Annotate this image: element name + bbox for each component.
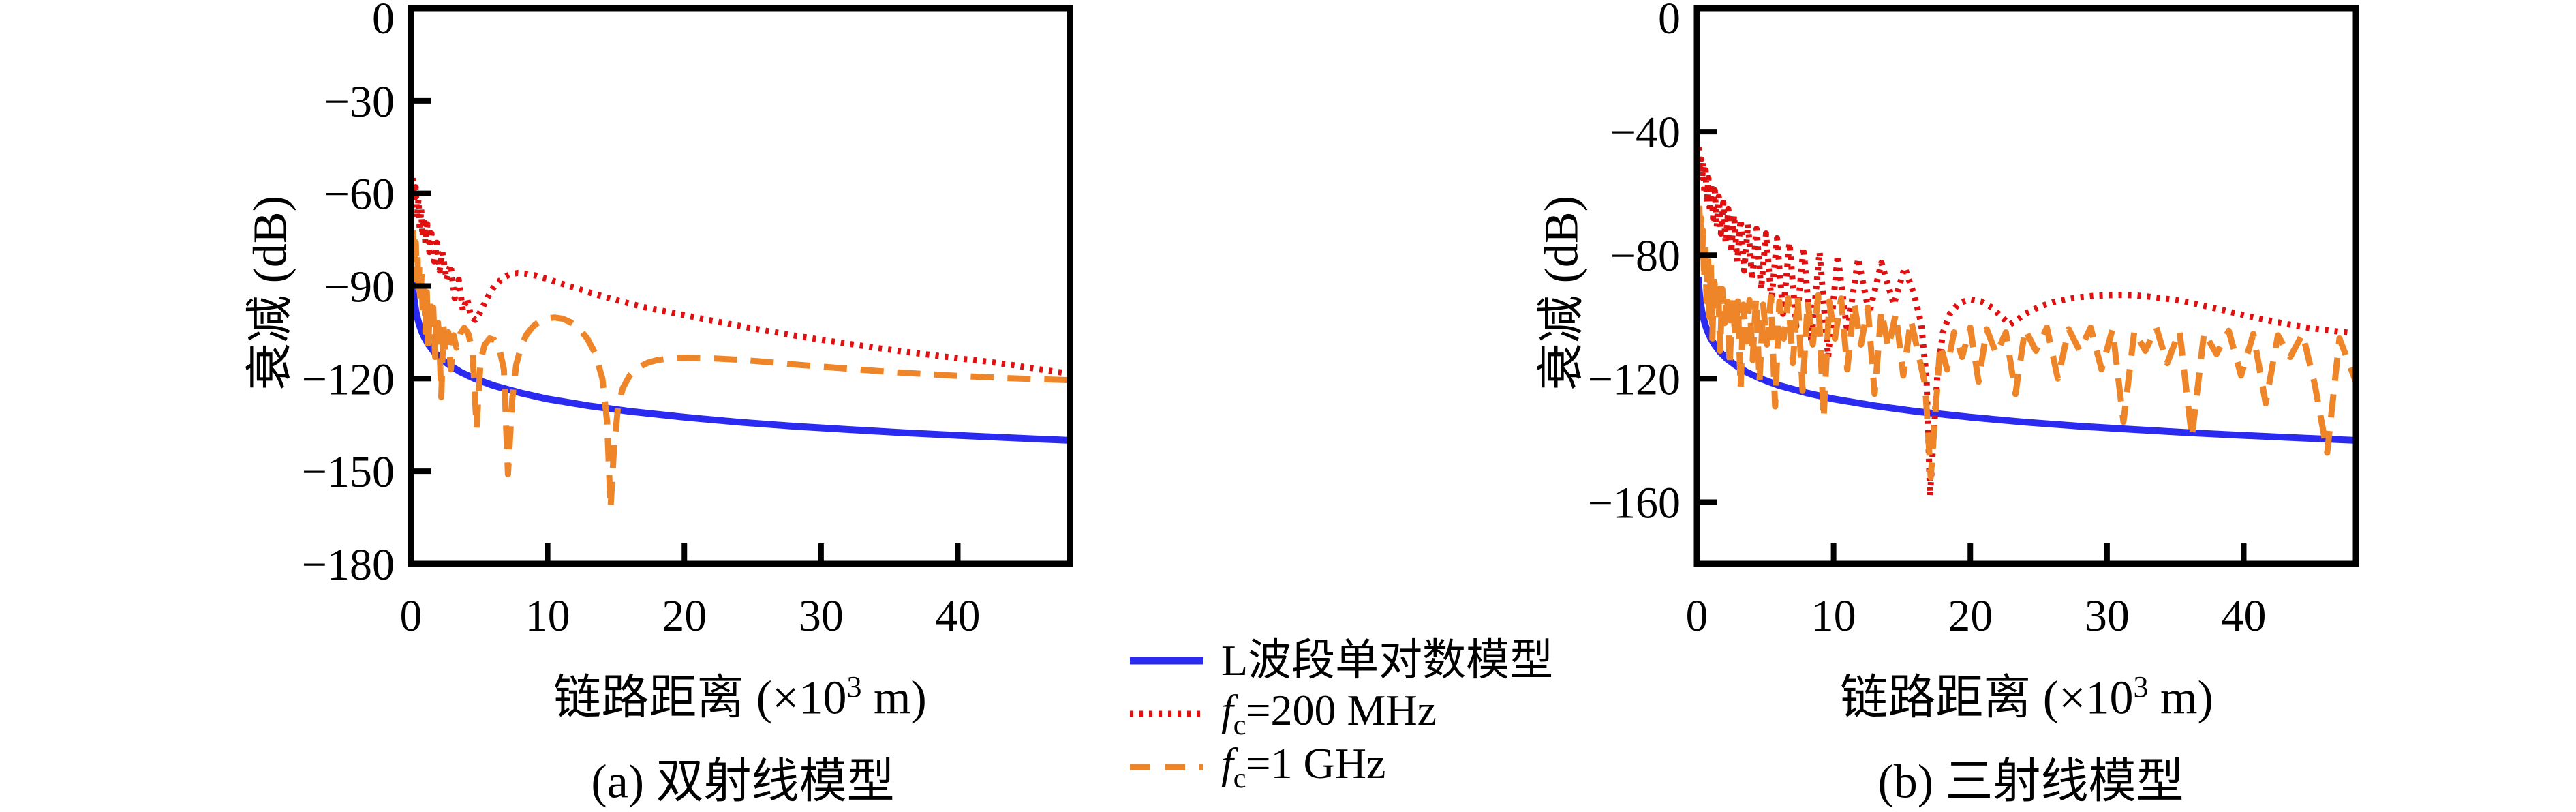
x-axis-label-b-unit: m) bbox=[2148, 672, 2213, 725]
series-dashed-line bbox=[1696, 205, 2357, 481]
y-tick-label: −150 bbox=[302, 447, 395, 497]
y-tick-label: −120 bbox=[1588, 355, 1681, 404]
x-tick-label: 30 bbox=[2085, 591, 2130, 641]
plot-border bbox=[1693, 5, 2359, 567]
caption-a: (a) 双射线模型 bbox=[591, 755, 895, 809]
series-dotted-line bbox=[1696, 147, 2357, 499]
y-tick-label: −80 bbox=[1610, 231, 1681, 281]
x-tick-label: 10 bbox=[1811, 591, 1856, 641]
legend-label-single-log-model: L波段单对数模型 bbox=[1221, 636, 1554, 685]
x-axis-label-b-exponent: 3 bbox=[2133, 670, 2149, 704]
x-tick-label: 20 bbox=[662, 591, 707, 641]
x-tick-label: 0 bbox=[400, 591, 423, 641]
legend-dotted-line-icon bbox=[1130, 710, 1203, 717]
series-solid-line bbox=[410, 277, 1071, 444]
legend: L波段单对数模型 fc=200 MHz fc=1 GHz bbox=[1126, 634, 1553, 794]
legend-item-fc-1ghz: fc=1 GHz bbox=[1126, 740, 1553, 794]
two-ray-chart: 0 10 20 30 40 0 −30 −60 −90 −120 −150 −180 bbox=[302, 0, 1073, 641]
y-tick-label: −120 bbox=[302, 355, 395, 404]
caption-b: (b) 三射线模型 bbox=[1877, 755, 2184, 809]
series-dotted-line bbox=[410, 177, 1071, 377]
y-tick-label: −180 bbox=[302, 540, 395, 590]
x-tick-label: 40 bbox=[935, 591, 980, 641]
series-group bbox=[410, 177, 1071, 511]
legend-label-fc-1ghz: fc=1 GHz bbox=[1221, 738, 1386, 794]
y-tick-label: −160 bbox=[1588, 478, 1681, 528]
y-tick-label: 0 bbox=[1658, 0, 1681, 44]
x-tick-label: 20 bbox=[1948, 591, 1993, 641]
three-ray-chart: 0 10 20 30 40 0 −40 −80 −120 −160 bbox=[1588, 0, 2359, 641]
x-axis-label-a-text: 链路距离 (×10 bbox=[553, 672, 847, 725]
y-axis-label-a: 衰减 (dB) bbox=[244, 196, 297, 391]
series-group bbox=[1696, 147, 2357, 499]
series-dashed-line bbox=[410, 230, 1071, 511]
series-solid-line bbox=[1696, 277, 2357, 444]
y-tick-label: −90 bbox=[324, 262, 395, 312]
legend-solid-line-icon bbox=[1130, 657, 1203, 665]
x-tick-label: 30 bbox=[799, 591, 844, 641]
plot-border bbox=[408, 5, 1073, 567]
x-axis-label-a: 链路距离 (×103 m) bbox=[553, 659, 927, 728]
x-tick-label: 40 bbox=[2221, 591, 2266, 641]
x-axis-label-a-exponent: 3 bbox=[846, 670, 862, 704]
x-tick-label: 10 bbox=[525, 591, 570, 641]
legend-dashed-line-icon bbox=[1130, 764, 1203, 770]
legend-item-single-log-model: L波段单对数模型 bbox=[1126, 634, 1553, 687]
y-tick-label: −40 bbox=[1610, 108, 1681, 157]
legend-label-fc-200mhz: fc=200 MHz bbox=[1221, 685, 1437, 741]
x-axis-label-a-unit: m) bbox=[861, 672, 927, 725]
x-tick-label: 0 bbox=[1686, 591, 1708, 641]
y-tick-label: 0 bbox=[372, 0, 395, 44]
legend-item-fc-200mhz: fc=200 MHz bbox=[1126, 687, 1553, 740]
y-axis-label-b: 衰减 (dB) bbox=[1535, 196, 1589, 391]
y-tick-label: −60 bbox=[324, 170, 395, 220]
x-axis-label-b-text: 链路距离 (×10 bbox=[1840, 672, 2134, 725]
y-tick-label: −30 bbox=[324, 77, 395, 127]
x-axis-label-b: 链路距离 (×103 m) bbox=[1840, 659, 2213, 728]
